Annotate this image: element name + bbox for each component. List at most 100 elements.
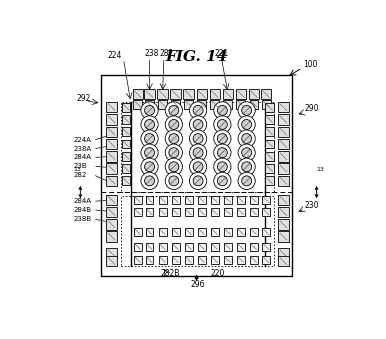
Circle shape — [165, 158, 183, 175]
Text: 238B: 238B — [73, 216, 91, 222]
Text: 23B: 23B — [73, 163, 87, 169]
Circle shape — [169, 176, 179, 186]
Bar — [265, 115, 274, 124]
Text: 224A: 224A — [73, 137, 91, 143]
Bar — [237, 243, 245, 251]
Bar — [237, 228, 245, 236]
Bar — [265, 127, 274, 136]
Text: 13: 13 — [73, 167, 81, 172]
Bar — [262, 256, 270, 264]
Circle shape — [217, 162, 227, 172]
Bar — [157, 89, 168, 99]
Bar — [278, 248, 289, 259]
Bar — [132, 89, 143, 99]
Bar — [134, 228, 142, 236]
Circle shape — [141, 158, 158, 175]
Bar — [198, 196, 206, 204]
Bar — [211, 256, 219, 264]
Bar — [265, 176, 274, 185]
Bar — [107, 102, 117, 113]
Circle shape — [242, 162, 252, 172]
Bar — [185, 196, 193, 204]
Bar — [107, 126, 117, 137]
Circle shape — [145, 162, 154, 172]
Circle shape — [238, 158, 255, 175]
Circle shape — [190, 102, 207, 119]
Text: 220: 220 — [210, 268, 225, 278]
Circle shape — [165, 172, 183, 190]
Circle shape — [145, 120, 154, 129]
Circle shape — [217, 120, 227, 129]
Bar — [211, 208, 219, 216]
Bar — [101, 75, 292, 276]
Bar — [261, 89, 271, 99]
Bar — [278, 151, 289, 162]
Circle shape — [242, 148, 252, 158]
Circle shape — [165, 144, 183, 161]
Circle shape — [169, 105, 179, 115]
Bar — [211, 243, 219, 251]
Text: 230: 230 — [305, 201, 319, 210]
Text: 224: 224 — [108, 51, 122, 60]
Bar — [121, 102, 274, 192]
Bar — [183, 89, 194, 99]
Circle shape — [165, 102, 183, 119]
Text: 282B: 282B — [161, 268, 180, 278]
Bar — [159, 196, 166, 204]
Circle shape — [217, 105, 227, 115]
Bar — [198, 208, 206, 216]
Circle shape — [238, 144, 255, 161]
Text: 292: 292 — [76, 94, 91, 103]
Bar — [237, 208, 245, 216]
Circle shape — [242, 134, 252, 143]
Bar — [107, 195, 117, 205]
Bar — [107, 248, 117, 259]
Text: 284A: 284A — [73, 198, 91, 204]
Bar — [159, 243, 166, 251]
Circle shape — [238, 130, 255, 147]
Bar — [107, 256, 117, 266]
Bar — [122, 176, 130, 185]
Bar — [278, 219, 289, 230]
Text: 282: 282 — [160, 49, 174, 58]
Bar — [198, 243, 206, 251]
Text: 296: 296 — [191, 280, 205, 288]
Bar — [262, 208, 270, 216]
Circle shape — [193, 105, 203, 115]
Circle shape — [217, 134, 227, 143]
Bar — [224, 228, 232, 236]
Circle shape — [217, 148, 227, 158]
Bar — [134, 196, 142, 204]
Circle shape — [169, 148, 179, 158]
Bar — [185, 228, 193, 236]
Bar — [236, 89, 246, 99]
Bar — [278, 256, 289, 266]
Bar — [198, 256, 206, 264]
Circle shape — [145, 148, 154, 158]
Text: 282: 282 — [73, 172, 86, 178]
Bar — [122, 103, 130, 112]
Bar — [278, 195, 289, 205]
Bar — [210, 89, 220, 99]
Bar — [210, 100, 219, 108]
Bar — [146, 228, 154, 236]
Text: FIG. 14: FIG. 14 — [165, 50, 228, 64]
Circle shape — [193, 176, 203, 186]
Bar — [265, 164, 274, 173]
Bar — [184, 100, 193, 108]
Bar — [122, 140, 130, 148]
Bar — [172, 208, 179, 216]
Bar — [223, 89, 233, 99]
Bar — [170, 89, 181, 99]
Text: 238: 238 — [144, 49, 159, 58]
Bar — [159, 228, 166, 236]
Circle shape — [141, 130, 158, 147]
Bar — [122, 164, 130, 173]
Bar — [107, 232, 117, 242]
Bar — [237, 100, 245, 108]
Bar — [107, 176, 117, 186]
Bar — [146, 243, 154, 251]
Circle shape — [141, 172, 158, 190]
Bar — [262, 100, 271, 108]
Bar — [171, 100, 180, 108]
